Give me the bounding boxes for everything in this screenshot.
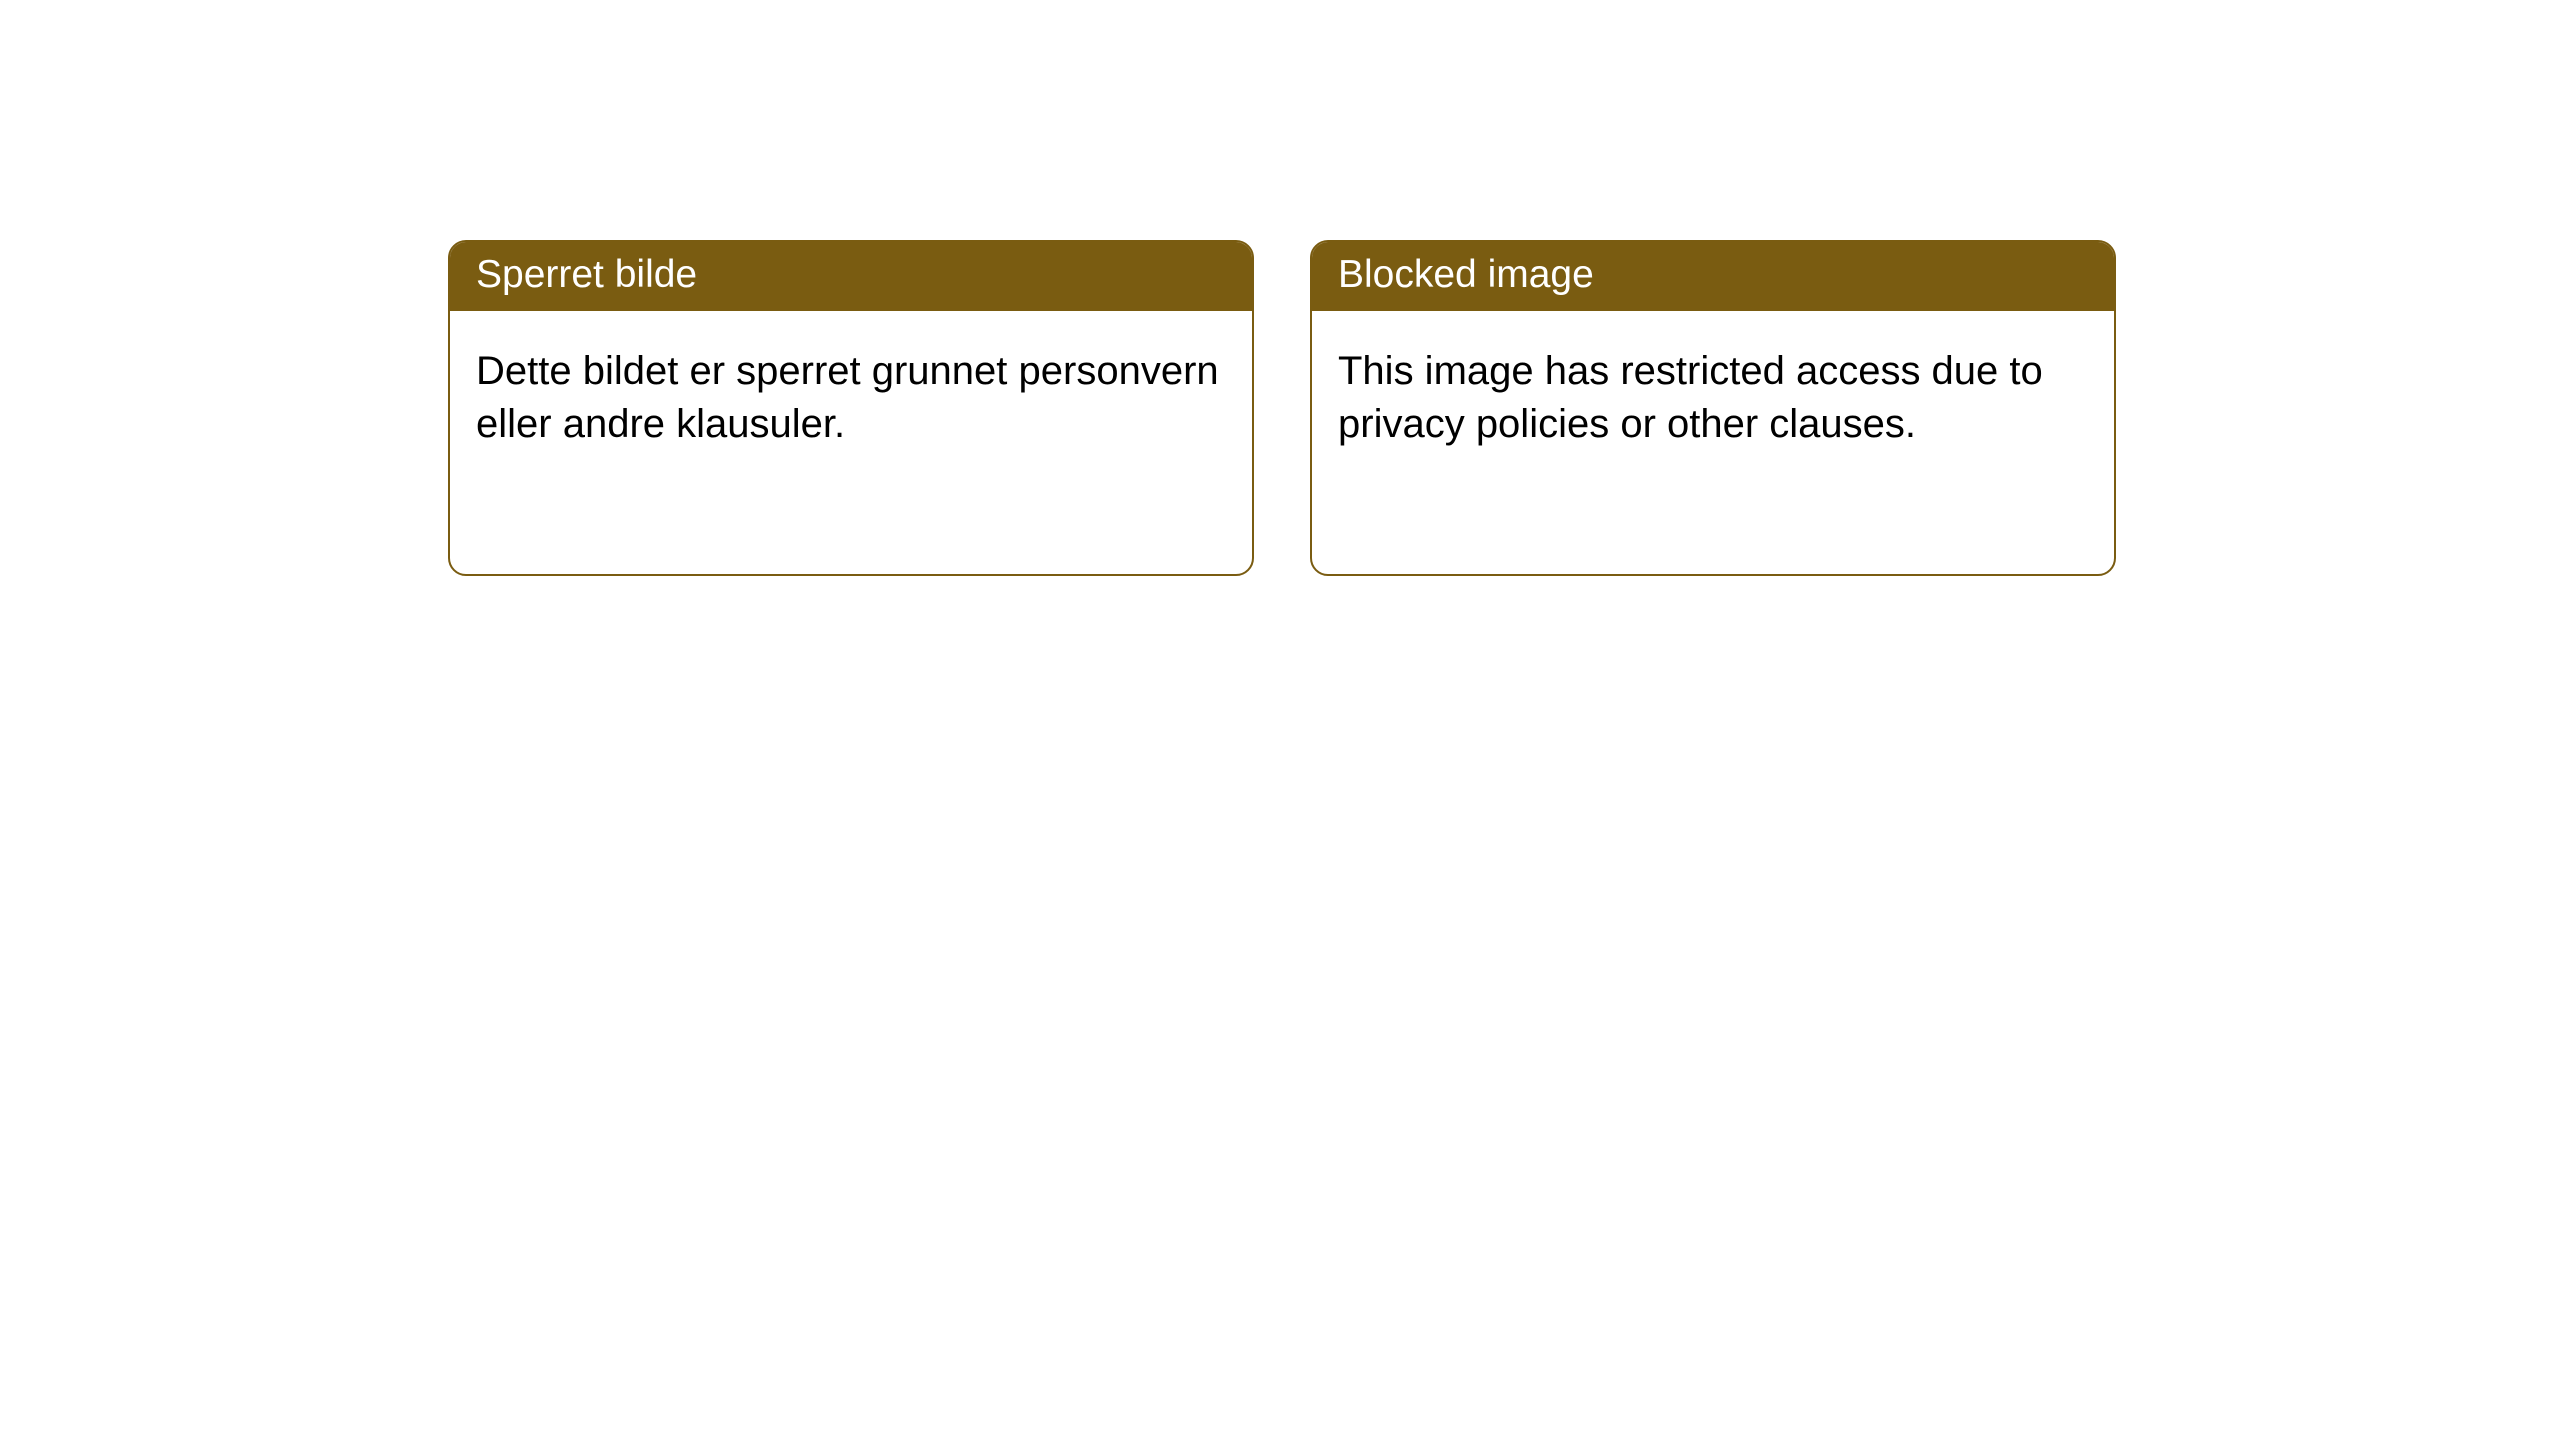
notice-card-no: Sperret bilde Dette bildet er sperret gr… bbox=[448, 240, 1254, 576]
notice-container: Sperret bilde Dette bildet er sperret gr… bbox=[0, 0, 2560, 576]
notice-card-en: Blocked image This image has restricted … bbox=[1310, 240, 2116, 576]
notice-title-no: Sperret bilde bbox=[450, 242, 1252, 311]
notice-body-no: Dette bildet er sperret grunnet personve… bbox=[450, 311, 1252, 485]
notice-title-en: Blocked image bbox=[1312, 242, 2114, 311]
notice-body-en: This image has restricted access due to … bbox=[1312, 311, 2114, 485]
